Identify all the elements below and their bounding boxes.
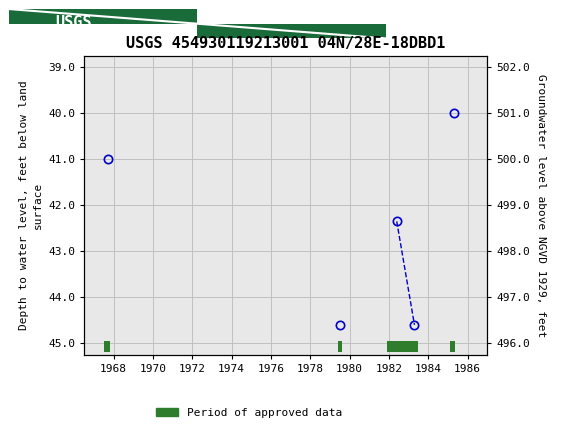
Y-axis label: Groundwater level above NGVD 1929, feet: Groundwater level above NGVD 1929, feet [535, 74, 546, 337]
Bar [197, 9, 386, 24]
Bar [387, 341, 418, 352]
Bar [9, 24, 197, 38]
Bar [197, 24, 386, 38]
Bar [450, 341, 455, 352]
Title: USGS 454930119213001 04N/28E-18DBD1: USGS 454930119213001 04N/28E-18DBD1 [126, 36, 445, 51]
Bar [338, 341, 342, 352]
Legend: Period of approved data: Period of approved data [152, 403, 347, 422]
Bar [104, 341, 110, 352]
Text: USGS: USGS [55, 15, 92, 30]
Y-axis label: Depth to water level, feet below land
surface: Depth to water level, feet below land su… [19, 80, 42, 330]
Bar [9, 9, 197, 24]
